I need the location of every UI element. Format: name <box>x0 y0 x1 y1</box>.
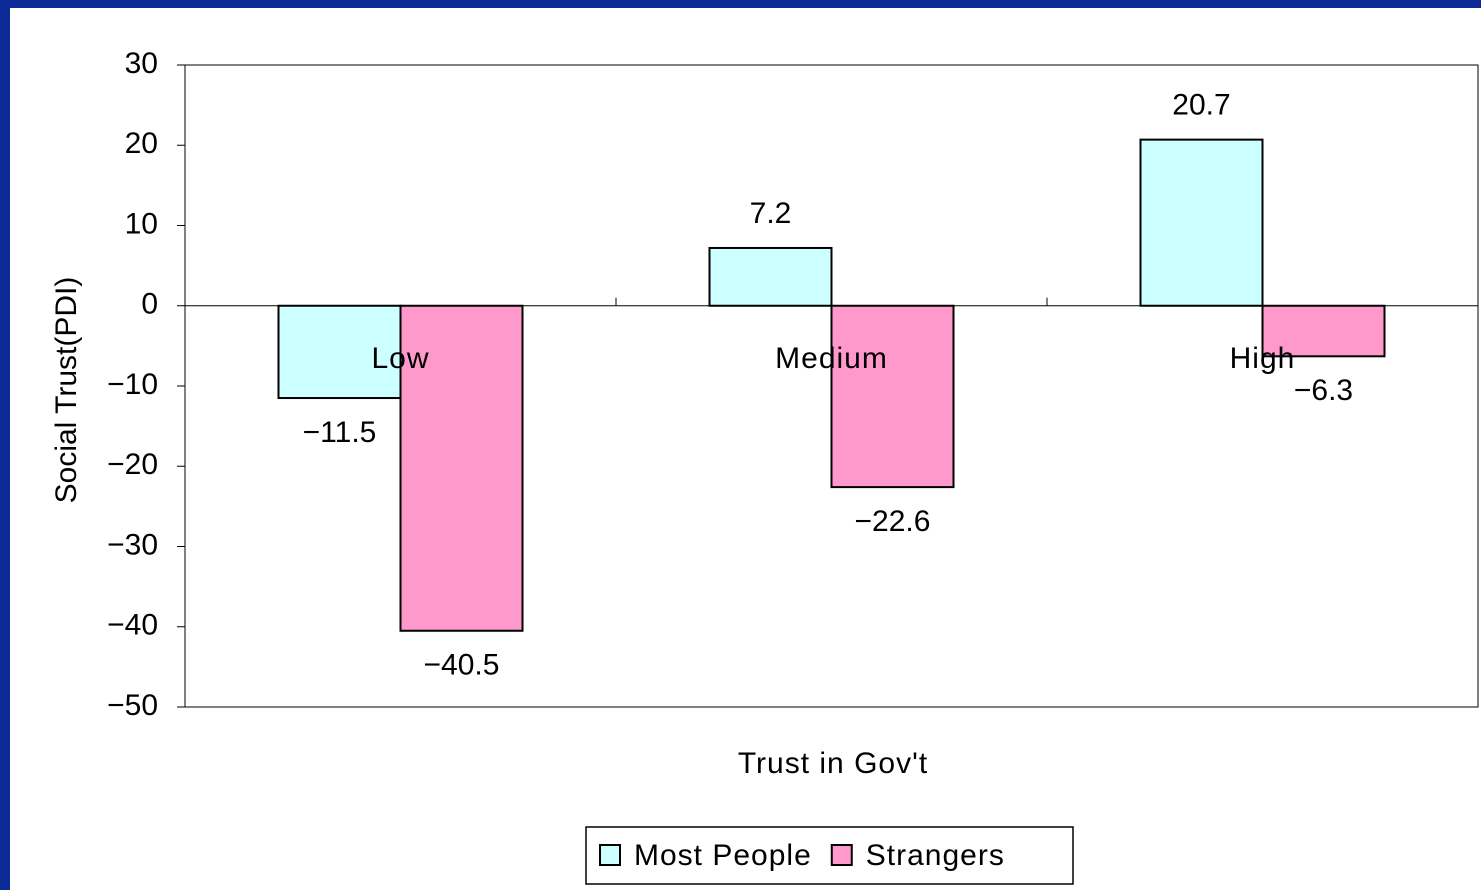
y-tick-label: −20 <box>107 448 158 481</box>
legend-swatch <box>599 844 621 866</box>
legend-box <box>585 826 1074 885</box>
legend-label: Most People <box>634 839 812 872</box>
bar <box>830 304 955 489</box>
y-tick-label: 20 <box>125 127 158 160</box>
y-tick-label: −10 <box>107 368 158 401</box>
data-label: 7.2 <box>750 197 792 230</box>
data-label: −22.6 <box>855 505 931 538</box>
data-label: −11.5 <box>303 416 377 449</box>
bar <box>1261 304 1386 358</box>
x-axis-title: Trust in Gov't <box>738 747 928 780</box>
y-axis-title: Social Trust(PDI) <box>50 277 83 504</box>
x-tick-label: Medium <box>775 342 888 375</box>
legend-swatch <box>830 844 853 866</box>
x-tick-label: High <box>1230 342 1296 375</box>
bar <box>708 246 833 307</box>
data-label: −40.5 <box>424 649 500 682</box>
y-tick-label: 10 <box>125 207 158 240</box>
legend-label: Strangers <box>866 839 1005 872</box>
y-tick-label: −30 <box>107 528 158 561</box>
y-tick-label: −40 <box>107 609 158 642</box>
y-tick-label: 30 <box>125 47 158 80</box>
x-tick-label: Low <box>371 342 429 375</box>
data-label: −6.3 <box>1294 374 1353 407</box>
bar <box>1139 138 1264 307</box>
y-tick-label: −50 <box>107 689 158 722</box>
data-label: 20.7 <box>1172 89 1230 122</box>
y-tick-label: 0 <box>141 288 158 321</box>
